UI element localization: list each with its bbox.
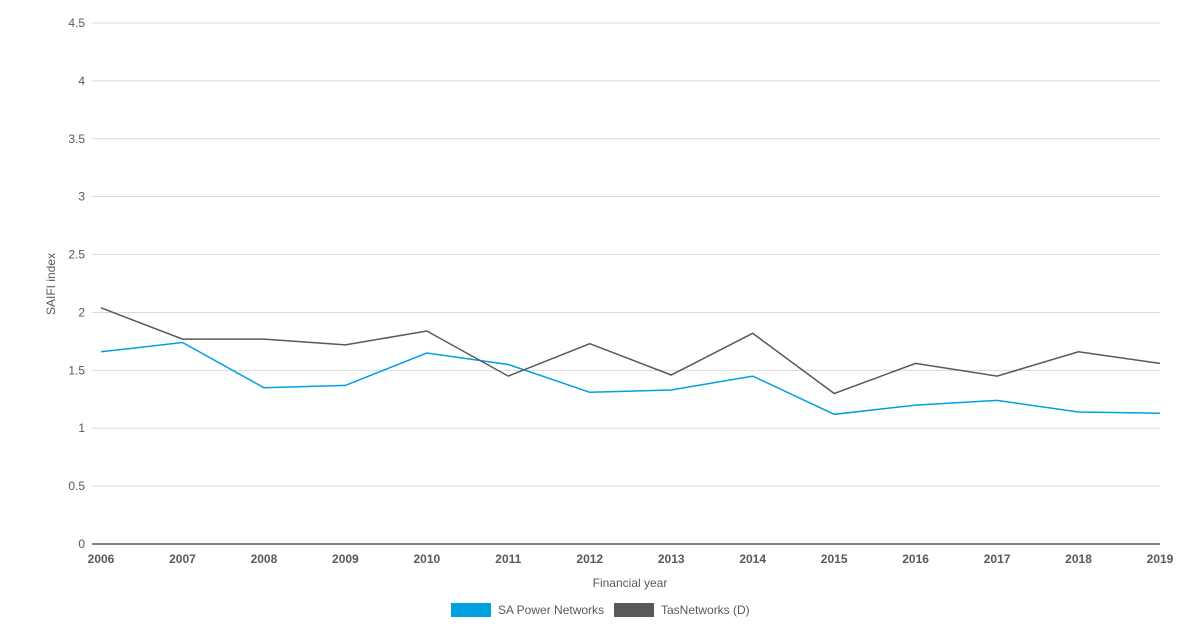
y-tick-label: 2 [78, 305, 85, 319]
x-tick-label: 2013 [658, 552, 685, 566]
x-tick-label: 2016 [902, 552, 929, 566]
y-tick-label: 4.5 [68, 16, 85, 30]
grid-lines [92, 22, 1160, 487]
series-line-tasnetworks-d [100, 307, 1161, 395]
y-tick-label: 0 [78, 537, 85, 551]
legend-label-sa-power-networks: SA Power Networks [498, 603, 604, 617]
x-tick-label: 2007 [169, 552, 196, 566]
y-axis-ticks: 0 0.5 1 1.5 2 2.5 3 3.5 4 4.5 [68, 16, 85, 551]
x-axis-ticks: 2006 2007 2008 2009 2010 2011 2012 2013 2014 2015… [88, 552, 1174, 566]
x-tick-label: 2018 [1065, 552, 1092, 566]
y-tick-label: 1 [78, 421, 85, 435]
y-tick-label: 1.5 [68, 363, 85, 377]
legend-label-tasnetworks-d: TasNetworks (D) [661, 603, 750, 617]
y-tick-label: 3.5 [68, 132, 85, 146]
series-lines [100, 307, 1161, 416]
y-tick-label: 3 [78, 190, 85, 204]
y-tick-label: 0.5 [68, 479, 85, 493]
x-tick-label: 2006 [88, 552, 115, 566]
x-tick-label: 2017 [984, 552, 1011, 566]
x-tick-label: 2012 [576, 552, 603, 566]
y-tick-label: 2.5 [68, 248, 85, 262]
x-tick-label: 2011 [495, 552, 521, 566]
series-line-sa-power-networks [100, 341, 1161, 416]
legend-swatch-sa-power-networks [451, 603, 491, 617]
legend-swatch-tasnetworks-d [614, 603, 654, 617]
y-axis-title: SAIFI index [44, 253, 58, 315]
x-tick-label: 2019 [1147, 552, 1174, 566]
x-tick-label: 2014 [739, 552, 766, 566]
y-tick-label: 4 [78, 74, 85, 88]
x-tick-label: 2015 [821, 552, 848, 566]
x-tick-label: 2008 [251, 552, 278, 566]
x-axis-title: Financial year [593, 576, 668, 590]
x-tick-label: 2010 [413, 552, 440, 566]
x-tick-label: 2009 [332, 552, 359, 566]
legend: SA Power Networks TasNetworks (D) [451, 603, 750, 617]
